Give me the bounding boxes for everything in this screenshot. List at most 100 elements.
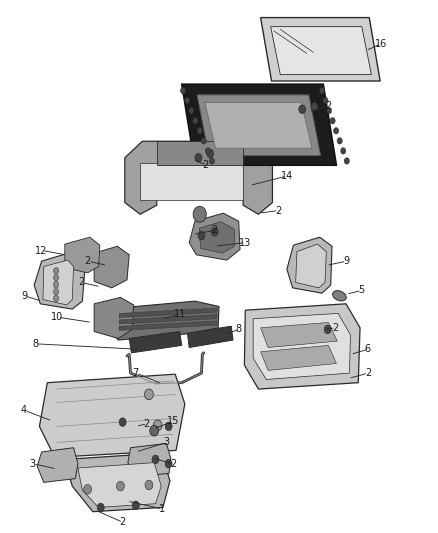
Polygon shape xyxy=(189,213,240,260)
Circle shape xyxy=(195,154,202,162)
Polygon shape xyxy=(119,321,217,330)
Circle shape xyxy=(152,455,159,464)
Circle shape xyxy=(145,480,153,490)
Circle shape xyxy=(311,102,318,111)
Circle shape xyxy=(53,288,59,295)
Ellipse shape xyxy=(332,290,346,301)
Circle shape xyxy=(97,503,104,512)
Text: 14: 14 xyxy=(281,171,293,181)
Polygon shape xyxy=(128,443,171,477)
Text: 11: 11 xyxy=(173,310,186,319)
Circle shape xyxy=(184,98,190,104)
Text: 12: 12 xyxy=(35,246,48,255)
Circle shape xyxy=(299,105,306,114)
Polygon shape xyxy=(296,244,326,288)
Circle shape xyxy=(323,98,328,104)
Text: 15: 15 xyxy=(167,416,179,426)
Text: 2: 2 xyxy=(120,518,126,527)
Circle shape xyxy=(344,158,350,164)
Circle shape xyxy=(145,389,153,400)
Text: 7: 7 xyxy=(133,368,139,378)
Circle shape xyxy=(193,118,198,124)
Circle shape xyxy=(53,281,59,288)
Circle shape xyxy=(324,325,331,334)
Circle shape xyxy=(189,108,194,114)
Polygon shape xyxy=(119,308,217,318)
Circle shape xyxy=(333,127,339,134)
Text: 2: 2 xyxy=(85,256,91,266)
Polygon shape xyxy=(125,141,272,214)
Text: 6: 6 xyxy=(365,344,371,354)
Circle shape xyxy=(84,484,92,494)
Polygon shape xyxy=(129,332,182,353)
Polygon shape xyxy=(119,314,217,324)
Text: 2: 2 xyxy=(203,160,209,170)
Polygon shape xyxy=(94,246,129,288)
Circle shape xyxy=(198,231,205,240)
Circle shape xyxy=(341,148,346,154)
Circle shape xyxy=(326,108,332,114)
Circle shape xyxy=(165,422,172,431)
Circle shape xyxy=(119,418,126,426)
Circle shape xyxy=(180,87,186,94)
Polygon shape xyxy=(271,27,371,75)
Circle shape xyxy=(153,420,162,431)
Circle shape xyxy=(53,268,59,274)
Polygon shape xyxy=(253,313,350,379)
Polygon shape xyxy=(43,260,74,305)
Polygon shape xyxy=(205,102,312,148)
Circle shape xyxy=(132,501,139,510)
Polygon shape xyxy=(157,141,243,165)
Text: 2: 2 xyxy=(78,278,84,287)
Text: 4: 4 xyxy=(21,406,27,415)
Text: 3: 3 xyxy=(163,438,170,447)
Polygon shape xyxy=(94,297,134,338)
Polygon shape xyxy=(197,95,321,156)
Circle shape xyxy=(211,228,218,236)
Circle shape xyxy=(205,148,211,154)
Circle shape xyxy=(53,274,59,281)
Polygon shape xyxy=(287,237,332,293)
Circle shape xyxy=(197,127,202,134)
Text: 16: 16 xyxy=(375,39,387,49)
Circle shape xyxy=(337,138,343,144)
Polygon shape xyxy=(261,18,380,81)
Text: 9: 9 xyxy=(21,291,27,301)
Text: 8: 8 xyxy=(32,339,38,349)
Text: 2: 2 xyxy=(365,368,371,378)
Polygon shape xyxy=(65,237,100,273)
Circle shape xyxy=(53,295,59,302)
Polygon shape xyxy=(187,326,233,348)
Text: 2: 2 xyxy=(332,323,338,333)
Circle shape xyxy=(207,149,214,158)
Circle shape xyxy=(150,425,159,436)
Text: 2: 2 xyxy=(275,206,281,215)
Text: 10: 10 xyxy=(51,312,63,322)
Text: 8: 8 xyxy=(236,325,242,334)
Text: 3: 3 xyxy=(30,459,36,469)
Polygon shape xyxy=(199,222,234,253)
Text: 2: 2 xyxy=(212,225,218,235)
Polygon shape xyxy=(37,448,78,482)
Polygon shape xyxy=(34,252,85,309)
Circle shape xyxy=(165,459,172,468)
Text: 5: 5 xyxy=(358,286,364,295)
Polygon shape xyxy=(261,322,337,348)
Polygon shape xyxy=(261,345,336,370)
Polygon shape xyxy=(140,163,243,200)
Text: 2: 2 xyxy=(170,459,176,469)
Circle shape xyxy=(193,206,206,222)
Text: 2: 2 xyxy=(144,419,150,429)
Text: 2: 2 xyxy=(325,101,332,110)
Polygon shape xyxy=(78,463,161,507)
Polygon shape xyxy=(109,301,219,340)
Text: 9: 9 xyxy=(343,256,349,266)
Circle shape xyxy=(319,87,325,94)
Polygon shape xyxy=(244,304,360,389)
Polygon shape xyxy=(39,374,185,457)
Circle shape xyxy=(201,138,206,144)
Text: 13: 13 xyxy=(239,238,251,247)
Circle shape xyxy=(209,158,215,164)
Circle shape xyxy=(330,118,335,124)
Polygon shape xyxy=(65,453,170,512)
